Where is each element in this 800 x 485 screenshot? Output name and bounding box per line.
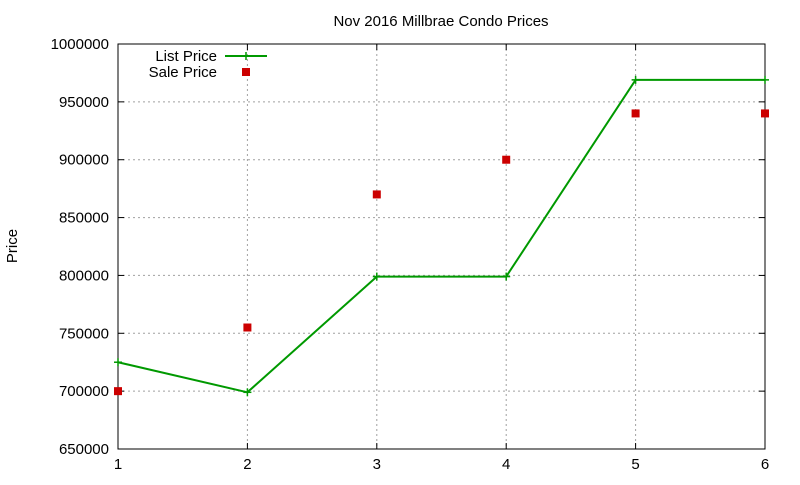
sale-price-point bbox=[631, 109, 640, 118]
x-tick-label: 5 bbox=[631, 456, 639, 473]
y-tick-label: 900000 bbox=[59, 152, 109, 169]
list-price-point bbox=[761, 75, 769, 84]
list-price-point bbox=[631, 75, 640, 84]
y-tick-label: 850000 bbox=[59, 210, 109, 227]
list-price-point bbox=[372, 272, 381, 281]
list-price-line bbox=[117, 78, 765, 394]
list-price-point bbox=[114, 358, 122, 367]
sale-price-point bbox=[114, 387, 122, 396]
legend-label: List Price bbox=[155, 48, 217, 65]
sale-price-series bbox=[114, 109, 769, 396]
sale-price-point bbox=[502, 155, 511, 164]
sale-price-point bbox=[243, 323, 252, 332]
x-tick-label: 2 bbox=[243, 456, 251, 473]
legend-marker-swatch bbox=[242, 52, 250, 60]
grid-lines bbox=[118, 44, 765, 449]
y-tick-label: 950000 bbox=[59, 94, 109, 111]
y-tick-label: 700000 bbox=[59, 383, 109, 400]
y-tick-label: 1000000 bbox=[51, 36, 109, 53]
x-tick-label: 1 bbox=[114, 456, 122, 473]
chart-title: Nov 2016 Millbrae Condo Prices bbox=[333, 13, 548, 30]
sale-price-point bbox=[372, 190, 381, 199]
y-axis-label: Price bbox=[4, 229, 21, 263]
legend-item-sale-price: Sale Price bbox=[149, 64, 250, 81]
list-price-point bbox=[502, 272, 511, 281]
x-tick-label: 3 bbox=[373, 456, 381, 473]
sale-price-point bbox=[761, 109, 769, 118]
list-price-series bbox=[114, 75, 769, 397]
y-tick-label: 750000 bbox=[59, 325, 109, 342]
legend-label: Sale Price bbox=[149, 64, 217, 81]
plot-area-border bbox=[117, 43, 766, 450]
legend-item-list-price: List Price bbox=[155, 48, 267, 65]
y-tick-label: 800000 bbox=[59, 267, 109, 284]
list-price-point bbox=[243, 388, 252, 397]
legend-marker-swatch bbox=[242, 68, 250, 76]
x-tick-label: 4 bbox=[502, 456, 510, 473]
axis-ticks: 650000 700000 750000 800000 850000 900000 9500… bbox=[51, 36, 770, 473]
x-tick-label: 6 bbox=[761, 456, 769, 473]
data-series bbox=[114, 75, 769, 397]
y-tick-label: 650000 bbox=[59, 441, 109, 458]
